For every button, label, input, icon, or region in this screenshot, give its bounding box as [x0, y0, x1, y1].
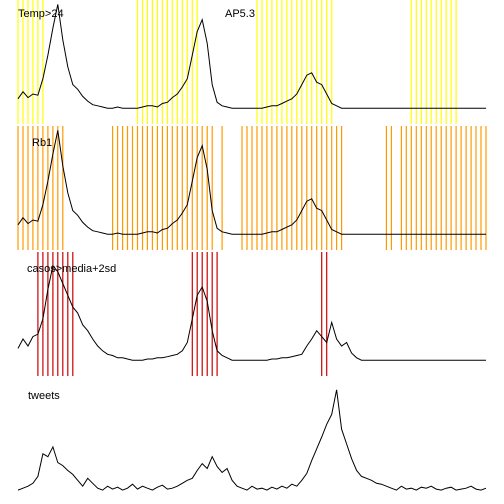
temp-series-line [17, 4, 486, 109]
temp-bands [17, 0, 457, 124]
rb1-label: Rb1 [32, 137, 52, 149]
figure-title: AP5.3 [225, 8, 255, 20]
panel-temp: Temp>24 [17, 0, 486, 124]
panel-casos: casos>media+2sd [17, 252, 486, 376]
tweets-series-line [17, 389, 487, 491]
panel-tweets: tweets [17, 389, 487, 491]
casos-series-line [17, 264, 486, 361]
tweets-label: tweets [28, 390, 60, 402]
panel-rb1: Rb1 [17, 126, 487, 250]
casos-label: casos>media+2sd [27, 263, 116, 275]
rb1-series-line [17, 130, 486, 235]
temp-label: Temp>24 [18, 8, 64, 20]
rb1-bands [17, 126, 487, 250]
casos-bands [37, 252, 328, 376]
